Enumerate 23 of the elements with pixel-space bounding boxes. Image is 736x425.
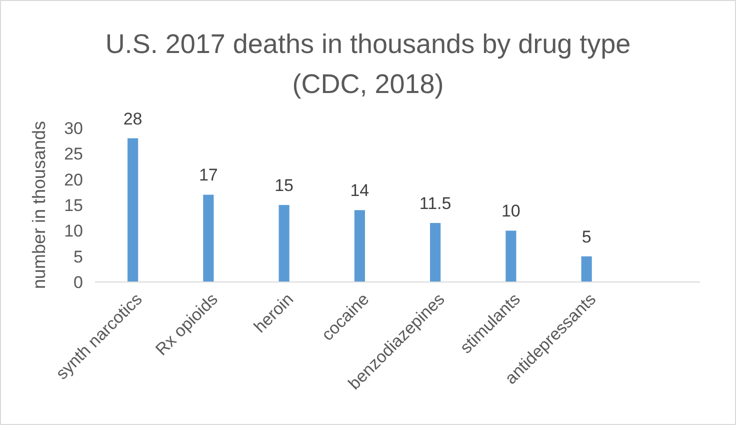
data-label: 15 bbox=[274, 176, 294, 195]
bar bbox=[278, 205, 290, 282]
y-tick-label: 10 bbox=[64, 222, 83, 241]
bar bbox=[128, 138, 138, 282]
y-tick-label: 5 bbox=[74, 247, 83, 266]
bar bbox=[430, 222, 441, 282]
y-tick-label: 25 bbox=[64, 144, 83, 164]
data-label: 28 bbox=[123, 109, 142, 128]
y-tick-label: 30 bbox=[64, 118, 83, 138]
data-label: 17 bbox=[198, 166, 218, 185]
y-tick-label: 20 bbox=[64, 170, 83, 190]
chart-title: U.S. 2017 deaths in thousands by drug type (CDC, 2018) bbox=[105, 29, 631, 99]
data-label: 10 bbox=[501, 202, 520, 221]
bar bbox=[354, 210, 365, 282]
y-axis-title: number in thousands bbox=[29, 120, 49, 290]
data-label: 11.5 bbox=[419, 194, 452, 213]
data-label: 14 bbox=[350, 181, 370, 200]
y-tick-label: 15 bbox=[64, 196, 83, 215]
bar bbox=[581, 256, 592, 282]
y-tick-label: 0 bbox=[74, 272, 83, 292]
bar bbox=[203, 194, 214, 282]
data-label: 5 bbox=[582, 227, 592, 246]
bar bbox=[506, 230, 516, 282]
